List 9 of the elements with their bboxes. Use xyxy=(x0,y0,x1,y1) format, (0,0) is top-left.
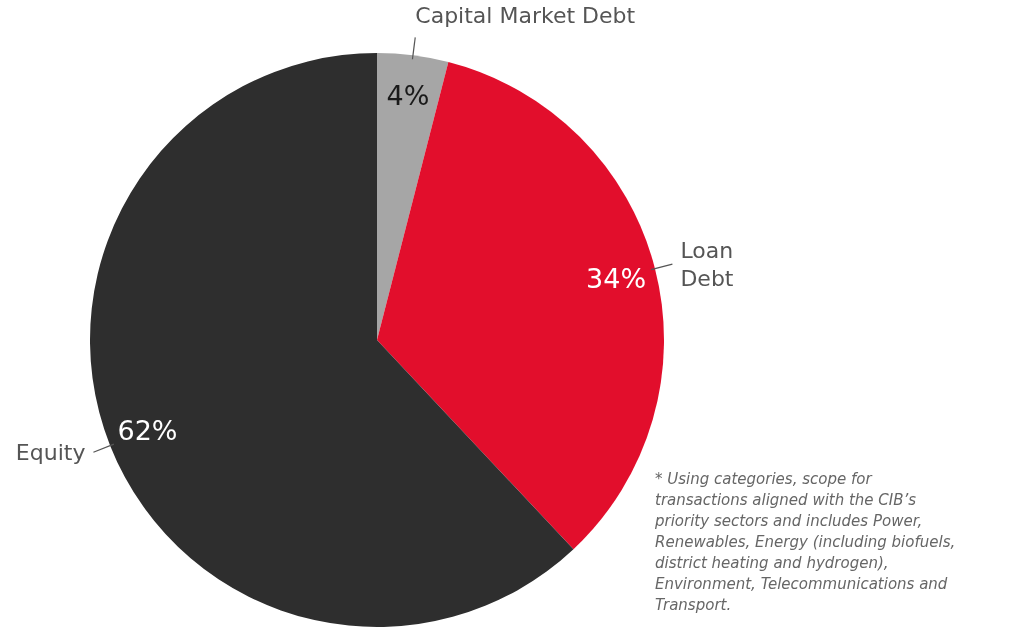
data-label: 4% xyxy=(386,79,430,111)
data-label: 62% xyxy=(117,415,178,447)
slice-label: Equity xyxy=(15,440,86,466)
text: * Using categories, scope for transactions aligned with the CIB’s priority sectors and includes Power, Renewables, Energy (including biofuels, district heating and hydrogen), Environment, Telecommunications and Transport. xyxy=(654,470,956,614)
slice-label: Loan Debt xyxy=(680,238,734,292)
data-label: 34% xyxy=(586,263,647,295)
pie-slice xyxy=(90,53,574,627)
slice-label: Capital Market Debt xyxy=(415,3,636,29)
pie-slice xyxy=(377,53,449,340)
